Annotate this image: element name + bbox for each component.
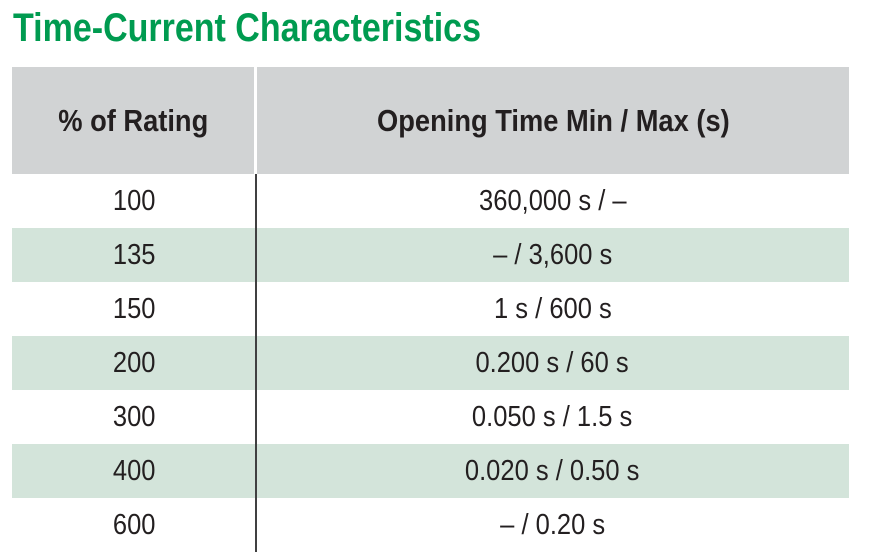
rating-value: 600 [112,508,156,541]
rating-cell: 100 [12,174,256,228]
header-cell-rating: % of Rating [12,67,254,174]
time-value: 1 s / 600 s [493,292,612,325]
time-value: 0.200 s / 60 s [475,346,630,379]
table-header-row: % of Rating Opening Time Min / Max (s) [12,67,849,174]
time-cell: 0.200 s / 60 s [256,336,849,390]
table-row: 100 360,000 s / – [12,174,849,228]
rating-value: 300 [112,400,156,433]
time-cell: 360,000 s / – [256,174,849,228]
time-current-table: % of Rating Opening Time Min / Max (s) 1… [12,67,849,552]
rating-value: 100 [112,184,156,217]
time-value: 360,000 s / – [478,184,627,217]
time-cell: 0.050 s / 1.5 s [256,390,849,444]
rating-cell: 135 [12,228,256,282]
rating-value: 400 [112,454,156,487]
rating-value: 150 [112,292,156,325]
rating-cell: 300 [12,390,256,444]
time-value: 0.020 s / 0.50 s [465,454,640,487]
header-cell-opening-time: Opening Time Min / Max (s) [257,67,849,174]
header-column-gap [254,67,257,174]
table-row: 200 0.200 s / 60 s [12,336,849,390]
rating-cell: 150 [12,282,256,336]
time-cell: 1 s / 600 s [256,282,849,336]
table-row: 150 1 s / 600 s [12,282,849,336]
table-body: 100 360,000 s / – 135 – / 3,600 s 150 1 … [12,174,849,552]
time-value: – / 0.20 s [500,508,605,541]
rating-cell: 600 [12,498,256,552]
time-cell: 0.020 s / 0.50 s [256,444,849,498]
time-value: – / 3,600 s [492,238,613,271]
header-label-opening-time: Opening Time Min / Max (s) [376,102,730,138]
rating-cell: 400 [12,444,256,498]
table-row: 135 – / 3,600 s [12,228,849,282]
time-cell: – / 0.20 s [256,498,849,552]
header-label-rating: % of Rating [57,102,209,138]
time-value: 0.050 s / 1.5 s [472,400,633,433]
table-row: 300 0.050 s / 1.5 s [12,390,849,444]
rating-value: 200 [112,346,156,379]
column-divider-line [255,174,257,552]
page-title: Time-Current Characteristics [13,6,481,50]
time-cell: – / 3,600 s [256,228,849,282]
table-row: 400 0.020 s / 0.50 s [12,444,849,498]
table-row: 600 – / 0.20 s [12,498,849,552]
rating-cell: 200 [12,336,256,390]
rating-value: 135 [112,238,156,271]
